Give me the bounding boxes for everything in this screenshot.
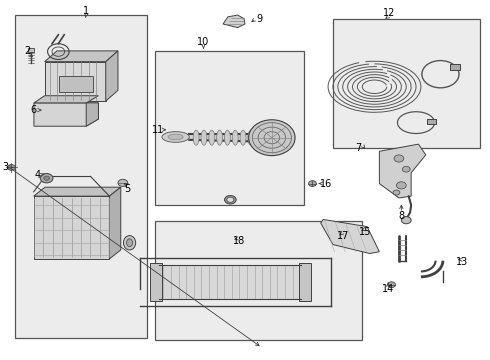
Text: 7: 7 <box>355 143 362 153</box>
Ellipse shape <box>209 130 215 145</box>
Ellipse shape <box>164 132 187 141</box>
Text: 16: 16 <box>319 179 332 189</box>
Bar <box>59 76 93 92</box>
Text: 14: 14 <box>382 284 394 294</box>
Text: 13: 13 <box>456 257 468 267</box>
Bar <box>159 265 301 299</box>
Ellipse shape <box>232 130 238 145</box>
Polygon shape <box>34 187 121 196</box>
Ellipse shape <box>224 130 230 145</box>
Bar <box>333 19 480 148</box>
Text: 18: 18 <box>233 236 245 246</box>
Circle shape <box>401 217 411 224</box>
Polygon shape <box>106 51 118 101</box>
Polygon shape <box>86 103 98 126</box>
Circle shape <box>224 195 236 204</box>
Ellipse shape <box>168 134 183 140</box>
Text: 6: 6 <box>31 105 37 115</box>
Circle shape <box>396 182 406 189</box>
Text: 3: 3 <box>2 162 9 172</box>
Ellipse shape <box>248 130 254 145</box>
Ellipse shape <box>126 239 132 247</box>
Text: 9: 9 <box>257 14 263 24</box>
Ellipse shape <box>217 130 222 145</box>
Circle shape <box>394 155 404 162</box>
Ellipse shape <box>256 130 262 145</box>
Bar <box>15 15 147 338</box>
Bar <box>427 118 436 124</box>
Text: 15: 15 <box>359 227 371 237</box>
Text: 12: 12 <box>383 8 395 18</box>
Circle shape <box>393 190 400 195</box>
Text: 1: 1 <box>83 6 89 17</box>
Ellipse shape <box>171 135 181 139</box>
Ellipse shape <box>201 130 207 145</box>
Ellipse shape <box>162 132 189 142</box>
Circle shape <box>388 282 395 288</box>
Ellipse shape <box>264 130 270 145</box>
Polygon shape <box>223 15 245 28</box>
Polygon shape <box>321 220 379 253</box>
Text: 10: 10 <box>197 37 210 47</box>
Text: 2: 2 <box>24 46 31 56</box>
Bar <box>299 264 311 301</box>
Polygon shape <box>109 187 121 259</box>
Ellipse shape <box>123 235 136 250</box>
Polygon shape <box>34 103 98 126</box>
Ellipse shape <box>166 134 185 140</box>
Ellipse shape <box>169 135 182 139</box>
Polygon shape <box>379 144 426 198</box>
Bar <box>27 48 34 52</box>
Circle shape <box>309 181 317 186</box>
Circle shape <box>227 197 234 202</box>
Circle shape <box>7 165 15 170</box>
Bar <box>450 64 460 70</box>
Polygon shape <box>34 96 98 103</box>
Ellipse shape <box>240 130 246 145</box>
Circle shape <box>40 174 53 183</box>
Circle shape <box>402 166 410 172</box>
Ellipse shape <box>248 120 295 156</box>
Text: 17: 17 <box>337 231 349 240</box>
Text: 5: 5 <box>124 184 131 194</box>
Circle shape <box>118 179 128 186</box>
Polygon shape <box>34 196 109 259</box>
Ellipse shape <box>193 130 199 145</box>
Text: 4: 4 <box>34 170 40 180</box>
Text: 8: 8 <box>398 211 404 221</box>
Text: 11: 11 <box>152 125 165 135</box>
Bar <box>155 221 362 339</box>
Bar <box>150 264 162 301</box>
Bar <box>155 51 304 205</box>
Polygon shape <box>45 62 106 101</box>
Polygon shape <box>45 51 118 62</box>
Circle shape <box>44 176 49 180</box>
